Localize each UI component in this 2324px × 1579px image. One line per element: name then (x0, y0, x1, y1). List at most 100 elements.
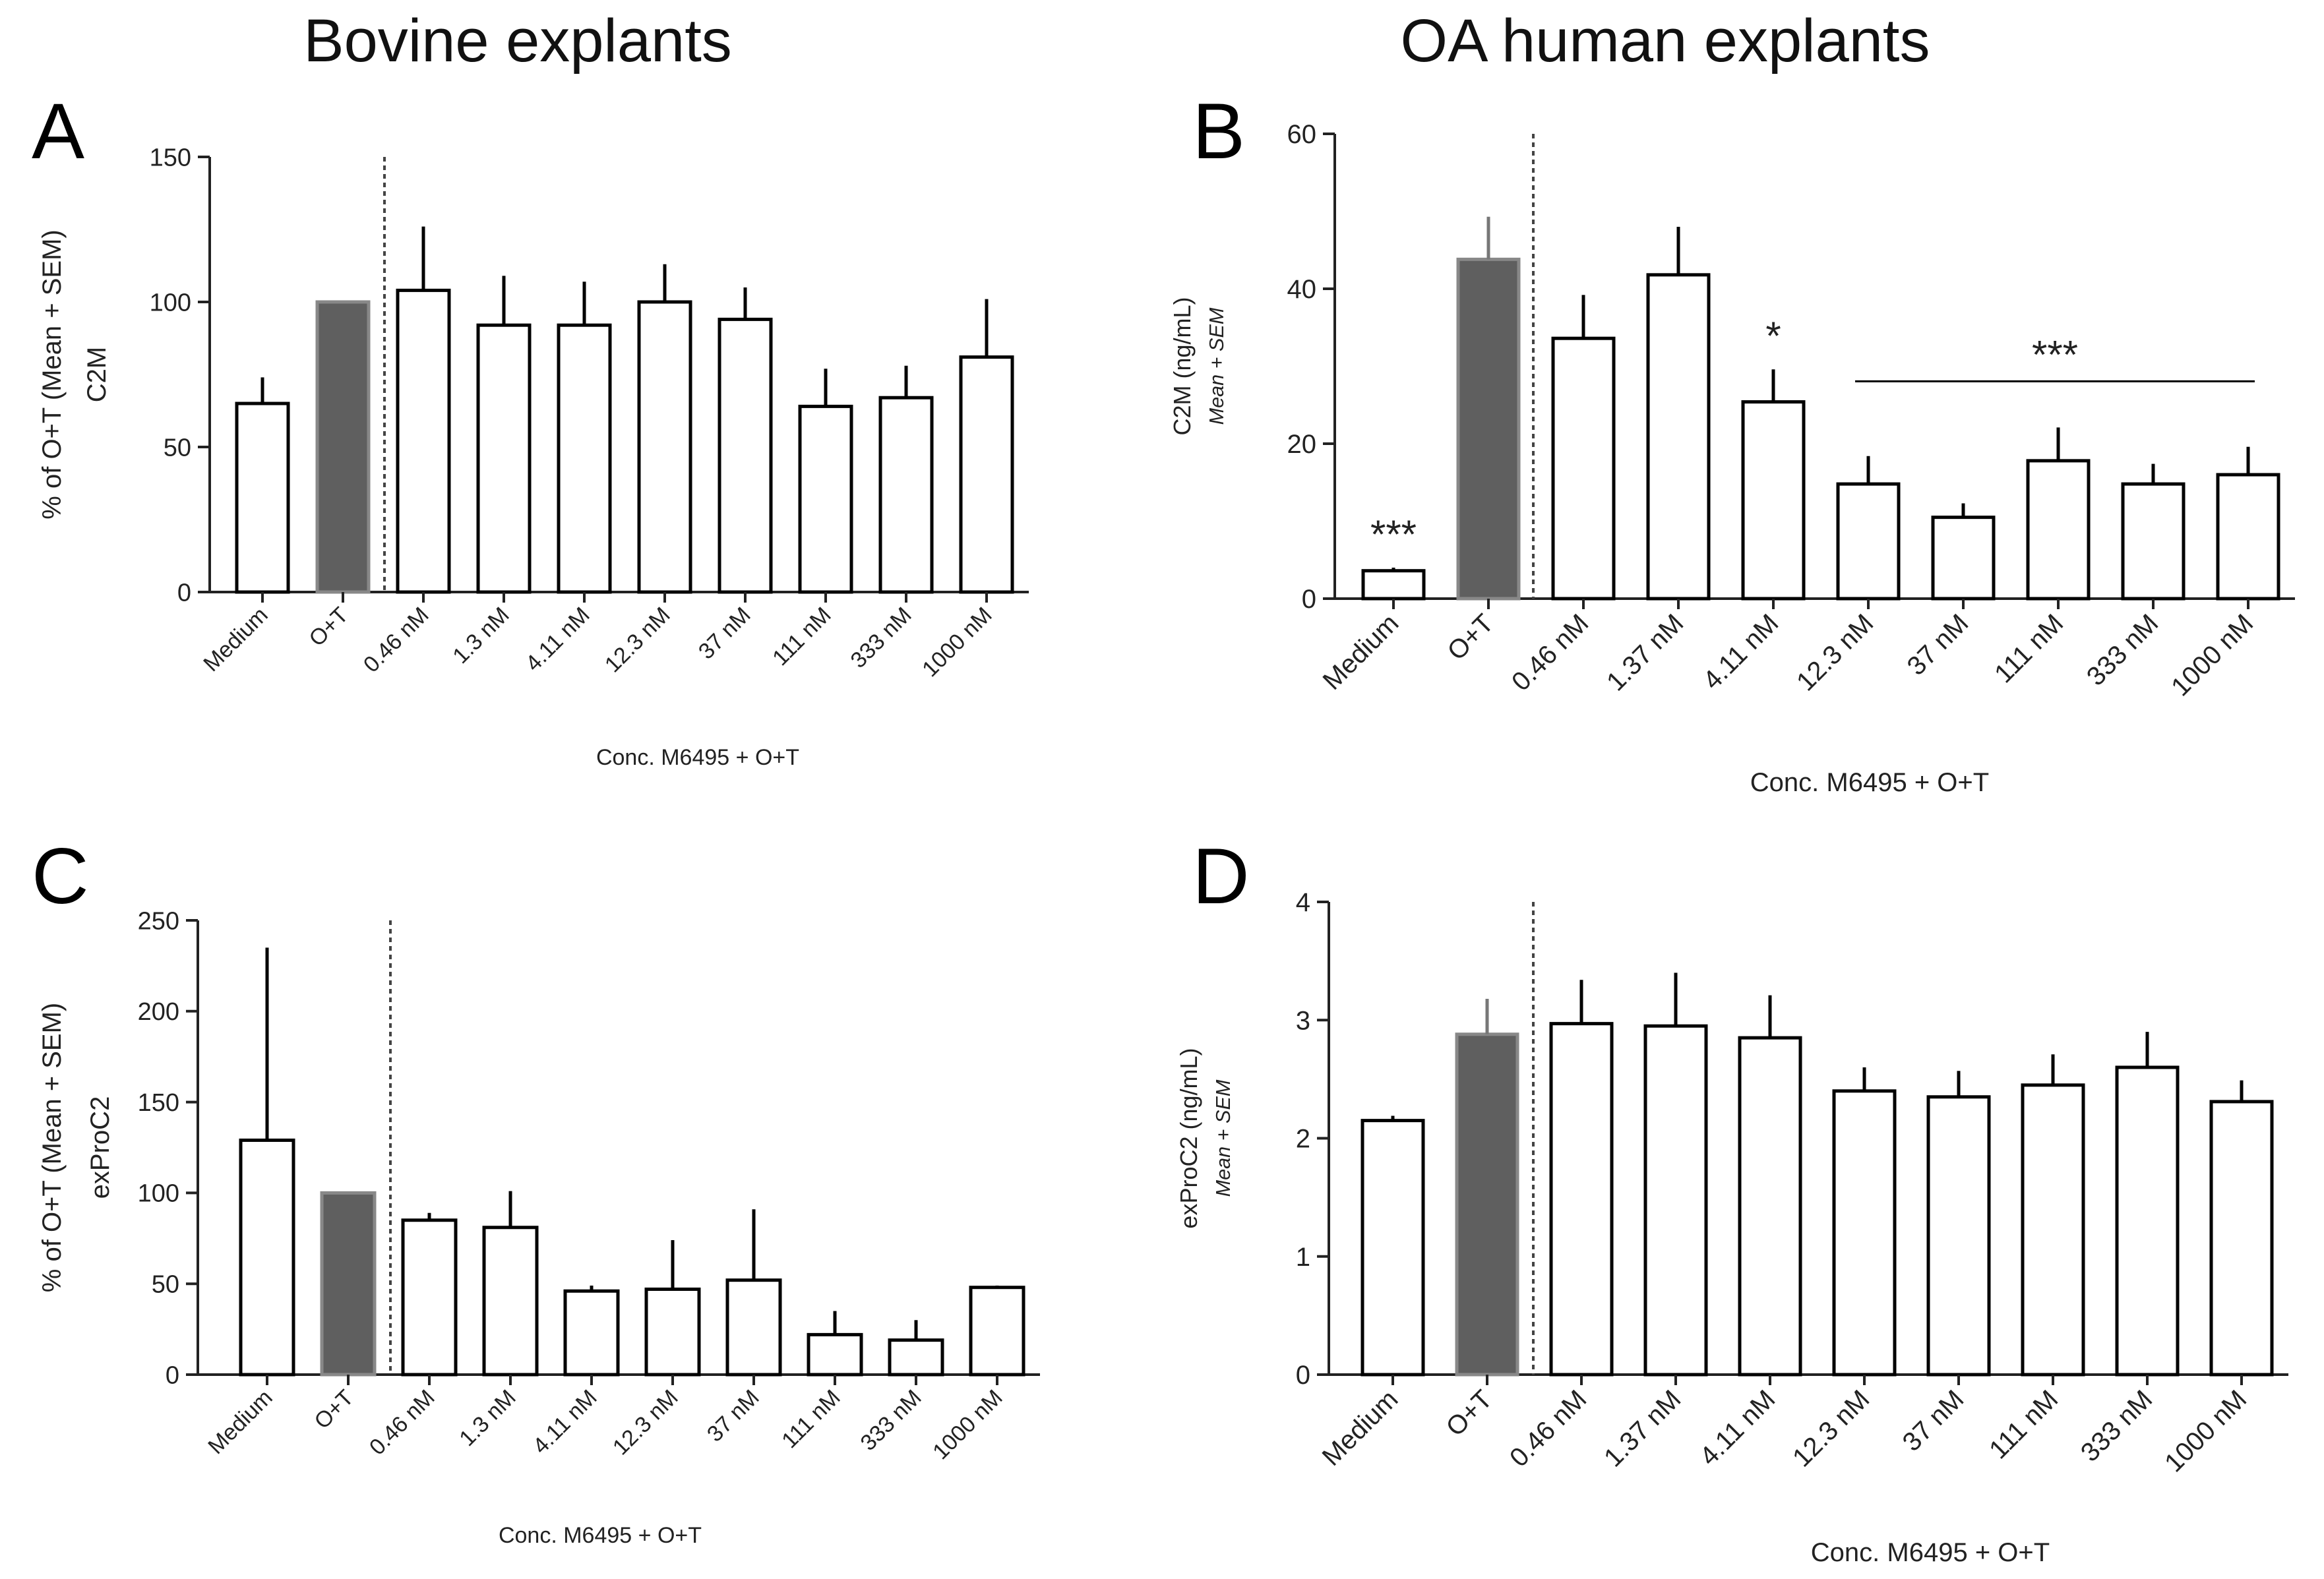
bar-medium (235, 402, 290, 594)
y-tick-label: 200 (138, 998, 179, 1026)
bar-1-3-nm (482, 1226, 539, 1377)
y-tick-label: 100 (138, 1180, 179, 1208)
y-axis-sublabel: Mean + SEM (1206, 307, 1228, 425)
bar-333-nm (878, 396, 934, 594)
x-tick-label: 37 nM (1897, 1385, 1970, 1457)
x-tick-label: 111 nM (1984, 1385, 2064, 1464)
bar-1000-nm (969, 1286, 1025, 1377)
x-tick-label: Medium (199, 603, 272, 676)
y-tick-label: 0 (177, 579, 191, 607)
x-tick-label: 111 nM (768, 603, 836, 670)
x-tick-label: 0.46 nM (1506, 609, 1594, 696)
y-tick-label: 60 (1287, 120, 1317, 149)
bar-medium (1361, 569, 1426, 601)
bar-111-nm (2026, 459, 2091, 601)
bar-111-nm (2021, 1083, 2085, 1377)
x-tick-label: 1000 nM (928, 1385, 1007, 1464)
x-axis-label: Conc. M6495 + O+T (499, 1523, 702, 1548)
x-tick-label: O+T (1440, 1385, 1498, 1442)
x-tick-label: 12.3 nM (608, 1385, 683, 1460)
y-axis-label: % of O+T (Mean + SEM) (38, 229, 67, 519)
bar-0-46-nm (1551, 336, 1616, 601)
bar-4-11-nm (557, 323, 612, 594)
significance-marker: *** (2032, 332, 2078, 376)
y-axis-sublabel: exProC2 (86, 1096, 115, 1199)
bar-4-11-nm (1741, 400, 1806, 601)
x-tick-label: 37 nM (702, 1385, 764, 1447)
x-tick-label: 0.46 nM (359, 603, 434, 678)
bar-12-3-nm (1836, 482, 1901, 601)
bar-0-46-nm (396, 288, 451, 594)
y-tick-label: 50 (164, 434, 191, 462)
column-title-human: OA human explants (1400, 7, 1930, 74)
x-tick-label: 4.11 nM (1697, 609, 1784, 695)
bar-4-11-nm (563, 1289, 620, 1377)
panel-letter-c: C (32, 832, 89, 920)
x-tick-label: 333 nM (2081, 609, 2164, 691)
chart-panel-c: 0 50 100 150 200 250 Medium O+T 0.46 nM 1.3 nM 4.1… (38, 907, 1040, 1548)
y-axis-label: exProC2 (ng/mL) (1175, 1048, 1202, 1228)
bar-333-nm (2121, 482, 2186, 601)
x-tick-label: 4.11 nM (1694, 1385, 1781, 1471)
chart-panel-b: 0 20 40 60 Medium O+T 0.46 nM 1.37 nM 4.11 nM 12.… (1169, 120, 2295, 797)
x-tick-label: 4.11 nM (528, 1385, 602, 1459)
bar-37-nm (725, 1278, 782, 1377)
bar-o-t (1456, 257, 1521, 601)
x-tick-label: 37 nM (694, 603, 756, 665)
x-axis-label: Conc. M6495 + O+T (1750, 768, 1989, 797)
x-tick-label: 0.46 nM (365, 1385, 440, 1460)
y-tick-label: 50 (152, 1271, 179, 1299)
bar-333-nm (888, 1338, 944, 1377)
y-tick-label: 0 (166, 1361, 179, 1389)
x-tick-label: 1000 nM (2166, 609, 2259, 701)
y-tick-label: 3 (1296, 1006, 1310, 1035)
significance-marker: * (1765, 314, 1781, 358)
bar-333-nm (2115, 1065, 2180, 1377)
bar-1000-nm (2209, 1100, 2274, 1377)
x-tick-label: O+T (304, 603, 353, 651)
x-tick-label: Medium (1318, 609, 1405, 696)
x-tick-label: 0.46 nM (1504, 1385, 1592, 1472)
x-tick-label: 1.3 nM (448, 603, 514, 669)
x-tick-label: O+T (1442, 609, 1499, 666)
chart-panel-a: 0 50 100 150 Medium O+T 0.46 nM 1.3 nM 4.11 nM 12… (38, 144, 1029, 770)
y-tick-label: 150 (150, 144, 191, 171)
x-tick-label: 1000 nM (917, 603, 996, 682)
x-tick-label: 37 nM (1902, 609, 1974, 681)
bar-o-t (320, 1191, 377, 1377)
y-axis-sublabel: Mean + SEM (1212, 1079, 1235, 1197)
bar-1000-nm (959, 355, 1014, 594)
bar-medium (1361, 1119, 1425, 1377)
x-tick-label: 4.11 nM (521, 603, 595, 676)
x-tick-label: 12.3 nM (1791, 609, 1879, 696)
x-tick-label: 12.3 nM (1787, 1385, 1875, 1472)
bar-37-nm (718, 317, 773, 594)
x-tick-label: O+T (309, 1385, 358, 1434)
bar-4-11-nm (1738, 1036, 1802, 1377)
x-tick-label: 12.3 nM (600, 603, 675, 678)
x-tick-label: 1.3 nM (454, 1385, 520, 1451)
bar-medium (239, 1138, 295, 1377)
panel-letter-a: A (32, 87, 85, 175)
x-tick-label: 333 nM (856, 1385, 927, 1456)
y-tick-label: 150 (138, 1089, 179, 1117)
bar-1-37-nm (1646, 273, 1711, 601)
bar-111-nm (807, 1332, 863, 1377)
bar-0-46-nm (1549, 1022, 1614, 1377)
y-tick-label: 100 (150, 289, 191, 316)
bar-111-nm (798, 404, 853, 594)
y-tick-label: 0 (1296, 1361, 1310, 1390)
chart-panel-d: 0 1 2 3 4 Medium O+T 0.46 nM 1.37 nM 4.11 nM 12.3 … (1175, 888, 2288, 1567)
bar-1-37-nm (1643, 1024, 1708, 1377)
x-tick-label: Medium (1317, 1385, 1404, 1472)
y-tick-label: 250 (138, 907, 179, 935)
column-title-bovine: Bovine explants (303, 7, 732, 74)
x-tick-label: 111 nM (1989, 609, 2069, 688)
y-axis-sublabel: C2M (82, 347, 111, 402)
y-axis-label: C2M (ng/mL) (1169, 297, 1196, 435)
bar-12-3-nm (1832, 1089, 1897, 1377)
x-tick-label: 1000 nM (2159, 1385, 2252, 1477)
x-axis-label: Conc. M6495 + O+T (1811, 1538, 2050, 1567)
bar-o-t (315, 300, 371, 594)
